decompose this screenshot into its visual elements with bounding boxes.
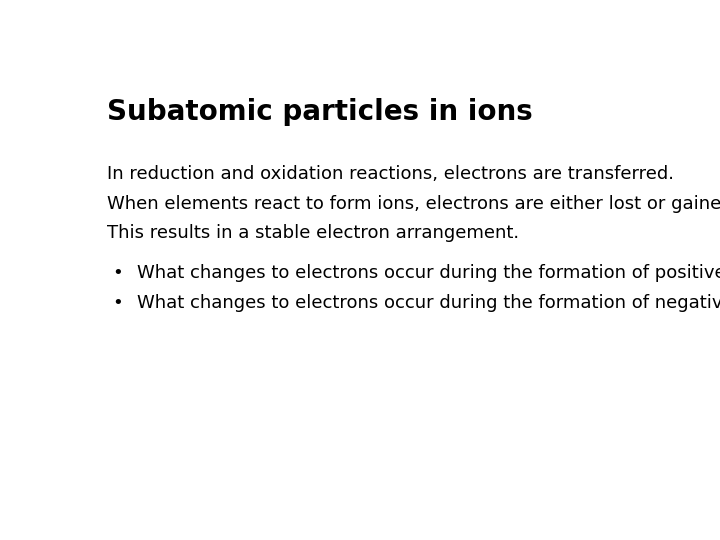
Text: Subatomic particles in ions: Subatomic particles in ions	[107, 98, 533, 126]
Text: •: •	[112, 294, 123, 312]
Text: When elements react to form ions, electrons are either lost or gained.: When elements react to form ions, electr…	[107, 194, 720, 213]
Text: •: •	[112, 265, 123, 282]
Text: In reduction and oxidation reactions, electrons are transferred.: In reduction and oxidation reactions, el…	[107, 165, 674, 183]
Text: This results in a stable electron arrangement.: This results in a stable electron arrang…	[107, 225, 519, 242]
Text: What changes to electrons occur during the formation of positive ions?: What changes to electrons occur during t…	[138, 265, 720, 282]
Text: What changes to electrons occur during the formation of negative ions?: What changes to electrons occur during t…	[138, 294, 720, 312]
